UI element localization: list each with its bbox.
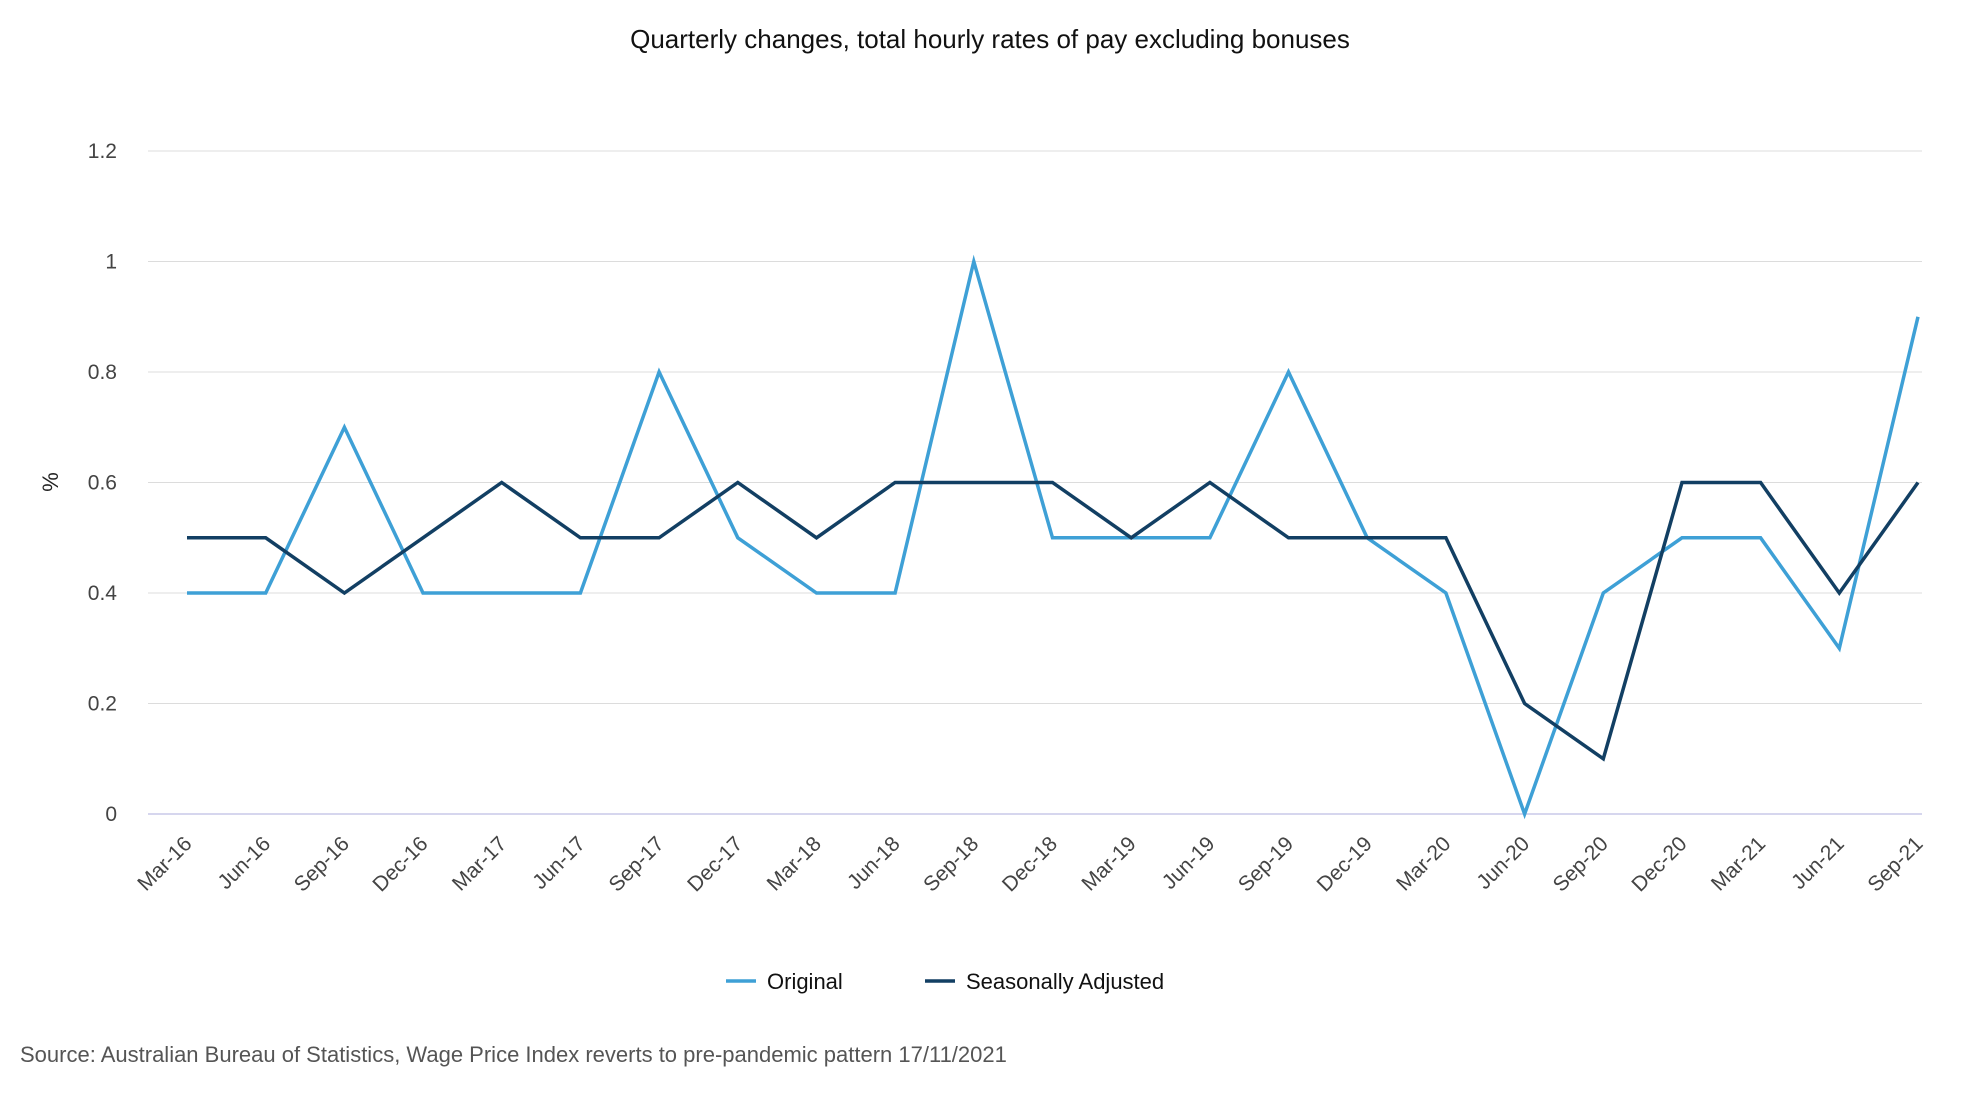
series-line-seasonally-adjusted — [187, 480, 1920, 762]
series-line-original — [187, 254, 1920, 820]
x-tick-label: Mar-17 — [448, 832, 511, 895]
x-tick-label: Jun-21 — [1787, 832, 1849, 894]
x-tick-label: Mar-21 — [1707, 832, 1770, 895]
x-tick-label: Sep-19 — [1234, 832, 1298, 896]
x-tick-label: Jun-17 — [528, 832, 590, 894]
legend: Original Seasonally Adjusted — [726, 969, 1164, 994]
x-tick-label: Dec-20 — [1627, 832, 1691, 896]
y-tick-label: 0 — [105, 803, 117, 826]
y-tick-label: 0.8 — [88, 361, 117, 384]
y-tick-label: 1 — [105, 251, 117, 274]
x-tick-label: Dec-16 — [368, 832, 432, 896]
x-tick-label: Sep-17 — [604, 832, 668, 896]
x-tick-label: Sep-20 — [1549, 832, 1613, 896]
x-tick-label: Mar-20 — [1392, 832, 1455, 895]
x-tick-label: Mar-18 — [763, 832, 826, 895]
x-tick-label: Mar-16 — [133, 832, 196, 895]
x-tick-label: Dec-19 — [1313, 832, 1377, 896]
x-tick-label: Sep-16 — [290, 832, 354, 896]
x-tick-label: Sep-21 — [1863, 832, 1927, 896]
x-tick-label: Mar-19 — [1077, 832, 1140, 895]
y-tick-label: 0.6 — [88, 472, 117, 495]
chart-title: Quarterly changes, total hourly rates of… — [630, 24, 1350, 54]
x-tick-label: Jun-18 — [843, 832, 905, 894]
x-tick-label: Jun-19 — [1158, 832, 1220, 894]
legend-label-seasonally-adjusted: Seasonally Adjusted — [966, 969, 1164, 994]
y-tick-label: 0.4 — [88, 582, 118, 605]
series-lines — [187, 254, 1920, 820]
x-axis-ticks: Mar-16 Jun-16 Sep-16 Dec-16 Mar-17 Jun-17 Sep-… — [133, 832, 1927, 896]
source-note: Source: Australian Bureau of Statistics,… — [20, 1042, 1007, 1067]
y-tick-label: 1.2 — [88, 140, 117, 163]
x-tick-label: Dec-18 — [998, 832, 1062, 896]
x-tick-label: Sep-18 — [919, 832, 983, 896]
x-tick-label: Jun-16 — [214, 832, 276, 894]
legend-label-original: Original — [767, 969, 843, 994]
x-tick-label: Dec-17 — [683, 832, 747, 896]
x-tick-label: Jun-20 — [1472, 832, 1534, 894]
y-axis-ticks: 0 0.2 0.4 0.6 0.8 1 1.2 — [88, 140, 118, 826]
y-tick-label: 0.2 — [88, 693, 117, 716]
y-axis-label: % — [38, 472, 63, 492]
